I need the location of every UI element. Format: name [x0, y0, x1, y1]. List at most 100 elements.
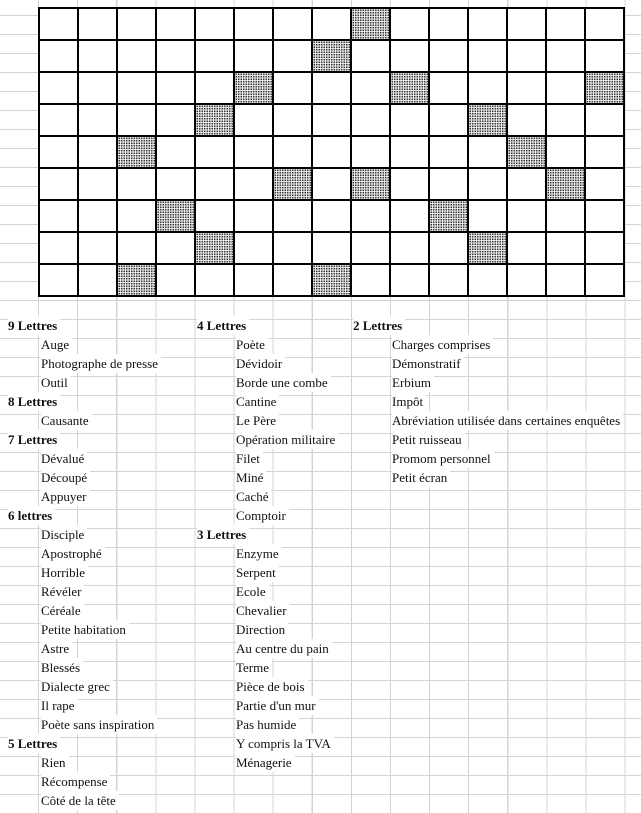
grid-cell[interactable] [233, 39, 274, 73]
shaded-cell[interactable] [272, 167, 313, 201]
grid-cell[interactable] [467, 7, 508, 41]
grid-cell[interactable] [77, 231, 118, 265]
grid-cell[interactable] [545, 231, 586, 265]
grid-cell[interactable] [506, 199, 547, 233]
grid-cell[interactable] [233, 167, 274, 201]
grid-cell[interactable] [311, 71, 352, 105]
grid-cell[interactable] [233, 7, 274, 41]
grid-cell[interactable] [311, 167, 352, 201]
grid-cell[interactable] [194, 71, 235, 105]
grid-cell[interactable] [389, 167, 430, 201]
grid-cell[interactable] [233, 135, 274, 169]
grid-cell[interactable] [311, 199, 352, 233]
grid-cell[interactable] [233, 231, 274, 265]
grid-cell[interactable] [467, 39, 508, 73]
grid-cell[interactable] [77, 103, 118, 137]
grid-cell[interactable] [311, 103, 352, 137]
grid-cell[interactable] [506, 39, 547, 73]
grid-cell[interactable] [38, 39, 79, 73]
grid-cell[interactable] [584, 199, 625, 233]
grid-cell[interactable] [350, 71, 391, 105]
shaded-cell[interactable] [116, 135, 157, 169]
shaded-cell[interactable] [428, 199, 469, 233]
grid-cell[interactable] [155, 39, 196, 73]
grid-cell[interactable] [506, 167, 547, 201]
grid-cell[interactable] [428, 167, 469, 201]
grid-cell[interactable] [194, 263, 235, 297]
grid-cell[interactable] [545, 135, 586, 169]
grid-cell[interactable] [194, 135, 235, 169]
grid-cell[interactable] [194, 199, 235, 233]
grid-cell[interactable] [155, 7, 196, 41]
grid-cell[interactable] [350, 231, 391, 265]
shaded-cell[interactable] [155, 199, 196, 233]
grid-cell[interactable] [194, 7, 235, 41]
grid-cell[interactable] [38, 231, 79, 265]
grid-cell[interactable] [116, 7, 157, 41]
grid-cell[interactable] [116, 231, 157, 265]
grid-cell[interactable] [545, 71, 586, 105]
grid-cell[interactable] [77, 263, 118, 297]
grid-cell[interactable] [545, 39, 586, 73]
grid-cell[interactable] [584, 135, 625, 169]
grid-cell[interactable] [584, 167, 625, 201]
grid-cell[interactable] [350, 263, 391, 297]
grid-cell[interactable] [389, 199, 430, 233]
grid-cell[interactable] [311, 135, 352, 169]
grid-cell[interactable] [194, 39, 235, 73]
grid-cell[interactable] [77, 71, 118, 105]
grid-cell[interactable] [272, 135, 313, 169]
grid-cell[interactable] [584, 231, 625, 265]
grid-cell[interactable] [428, 71, 469, 105]
shaded-cell[interactable] [506, 135, 547, 169]
grid-cell[interactable] [467, 199, 508, 233]
grid-cell[interactable] [116, 103, 157, 137]
grid-cell[interactable] [77, 167, 118, 201]
grid-cell[interactable] [428, 103, 469, 137]
grid-cell[interactable] [38, 167, 79, 201]
grid-cell[interactable] [506, 71, 547, 105]
shaded-cell[interactable] [116, 263, 157, 297]
grid-cell[interactable] [155, 167, 196, 201]
grid-cell[interactable] [584, 103, 625, 137]
grid-cell[interactable] [389, 231, 430, 265]
grid-cell[interactable] [350, 135, 391, 169]
grid-cell[interactable] [77, 135, 118, 169]
grid-cell[interactable] [155, 103, 196, 137]
shaded-cell[interactable] [389, 71, 430, 105]
shaded-cell[interactable] [467, 103, 508, 137]
grid-cell[interactable] [389, 135, 430, 169]
shaded-cell[interactable] [467, 231, 508, 265]
grid-cell[interactable] [428, 135, 469, 169]
grid-cell[interactable] [428, 263, 469, 297]
shaded-cell[interactable] [350, 167, 391, 201]
shaded-cell[interactable] [194, 103, 235, 137]
grid-cell[interactable] [38, 71, 79, 105]
grid-cell[interactable] [545, 7, 586, 41]
grid-cell[interactable] [272, 71, 313, 105]
grid-cell[interactable] [155, 71, 196, 105]
grid-cell[interactable] [311, 7, 352, 41]
grid-cell[interactable] [77, 7, 118, 41]
grid-cell[interactable] [350, 39, 391, 73]
grid-cell[interactable] [389, 7, 430, 41]
grid-cell[interactable] [116, 39, 157, 73]
grid-cell[interactable] [233, 199, 274, 233]
grid-cell[interactable] [428, 7, 469, 41]
grid-cell[interactable] [77, 39, 118, 73]
grid-cell[interactable] [77, 199, 118, 233]
grid-cell[interactable] [506, 7, 547, 41]
grid-cell[interactable] [389, 263, 430, 297]
shaded-cell[interactable] [311, 39, 352, 73]
grid-cell[interactable] [272, 103, 313, 137]
grid-cell[interactable] [350, 199, 391, 233]
grid-cell[interactable] [38, 199, 79, 233]
grid-cell[interactable] [545, 103, 586, 137]
grid-cell[interactable] [467, 135, 508, 169]
grid-cell[interactable] [38, 7, 79, 41]
grid-cell[interactable] [272, 199, 313, 233]
grid-cell[interactable] [350, 103, 391, 137]
grid-cell[interactable] [38, 103, 79, 137]
shaded-cell[interactable] [584, 71, 625, 105]
shaded-cell[interactable] [233, 71, 274, 105]
